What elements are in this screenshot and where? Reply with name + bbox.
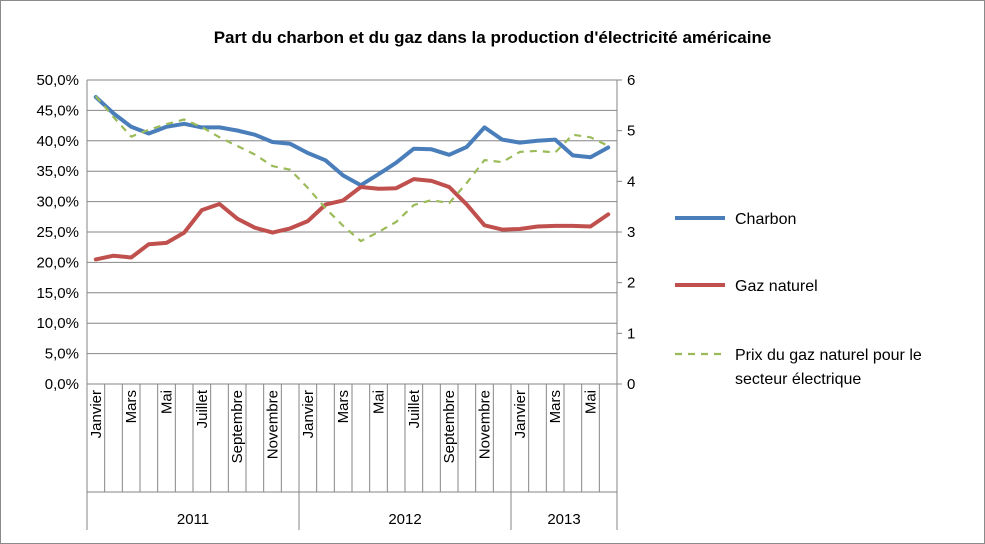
- legend-label: Charbon: [735, 211, 796, 228]
- series-line: [93, 95, 611, 188]
- y-right-tick-label: 2: [627, 275, 635, 292]
- x-tick-label: Janvier: [300, 390, 317, 438]
- legend-label: secteur électrique: [735, 371, 861, 388]
- legend-label: Prix du gaz naturel pour le: [735, 347, 922, 364]
- y-left-tick-label: 0,0%: [45, 376, 79, 393]
- y-left-tick-label: 15,0%: [36, 285, 79, 302]
- x-tick-label: Septembre: [229, 390, 246, 463]
- y-left-tick-label: 45,0%: [36, 102, 79, 119]
- series-line: [93, 177, 611, 262]
- y-left-tick-label: 5,0%: [45, 346, 79, 363]
- x-tick-label: Mars: [123, 390, 140, 423]
- y-right-tick-label: 4: [627, 173, 635, 190]
- y-left-tick-label: 30,0%: [36, 194, 79, 211]
- chart-title: Part du charbon et du gaz dans la produc…: [213, 28, 772, 47]
- y-right-tick-label: 1: [627, 325, 635, 342]
- year-label: 2012: [388, 511, 421, 528]
- y-left-tick-label: 20,0%: [36, 254, 79, 271]
- y-left-tick-label: 40,0%: [36, 133, 79, 150]
- x-tick-label: Mai: [371, 390, 388, 414]
- x-tick-label: Juillet: [194, 389, 211, 428]
- y-left-tick-label: 25,0%: [36, 224, 79, 241]
- x-tick-label: Mai: [159, 390, 176, 414]
- x-tick-label: Juillet: [406, 389, 423, 428]
- x-tick-label: Mai: [583, 390, 600, 414]
- x-tick-label: Janvier: [88, 390, 105, 438]
- y-right-tick-label: 3: [627, 224, 635, 241]
- year-label: 2013: [547, 511, 580, 528]
- x-tick-label: Mars: [547, 390, 564, 423]
- x-tick-label: Janvier: [512, 390, 529, 438]
- legend-label: Gaz naturel: [735, 278, 818, 295]
- year-label: 2011: [177, 511, 209, 528]
- y-right-tick-label: 5: [627, 123, 635, 140]
- x-tick-label: Novembre: [477, 390, 494, 459]
- y-right-tick-label: 6: [627, 72, 635, 89]
- x-tick-label: Septembre: [441, 390, 458, 463]
- y-right-tick-label: 0: [627, 376, 635, 393]
- y-left-tick-label: 35,0%: [36, 163, 79, 180]
- y-left-tick-label: 10,0%: [36, 315, 79, 332]
- x-tick-label: Mars: [335, 390, 352, 423]
- y-left-tick-label: 50,0%: [36, 72, 79, 89]
- x-tick-label: Novembre: [265, 390, 282, 459]
- series-line: [94, 95, 609, 243]
